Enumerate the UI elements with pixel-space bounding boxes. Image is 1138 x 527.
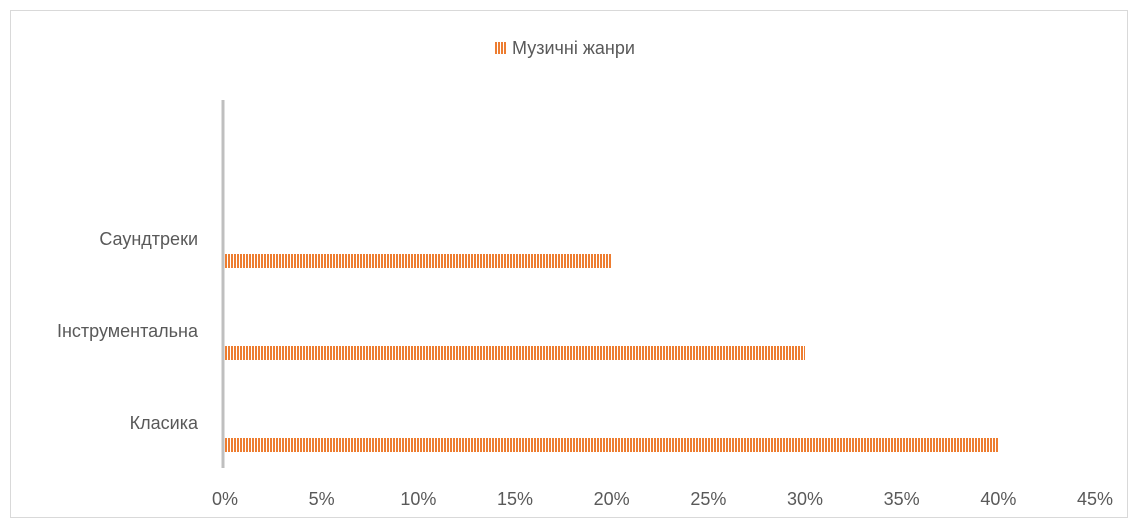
x-tick-label: 15% (497, 489, 533, 509)
x-tick-label: 20% (594, 489, 630, 509)
legend-label: Музичні жанри (512, 38, 635, 58)
legend-swatch (494, 42, 506, 54)
bar (225, 254, 612, 268)
x-tick-label: 10% (400, 489, 436, 509)
x-tick-label: 45% (1077, 489, 1113, 509)
x-tick-label: 40% (980, 489, 1016, 509)
y-tick-label: Класика (130, 413, 199, 433)
y-tick-label: Саундтреки (99, 229, 198, 249)
x-tick-label: 0% (212, 489, 238, 509)
bar (225, 346, 805, 360)
x-tick-label: 30% (787, 489, 823, 509)
bar (225, 438, 999, 452)
x-tick-label: 35% (884, 489, 920, 509)
x-tick-label: 25% (690, 489, 726, 509)
y-tick-label: Інструментальна (57, 321, 199, 341)
x-tick-label: 5% (309, 489, 335, 509)
